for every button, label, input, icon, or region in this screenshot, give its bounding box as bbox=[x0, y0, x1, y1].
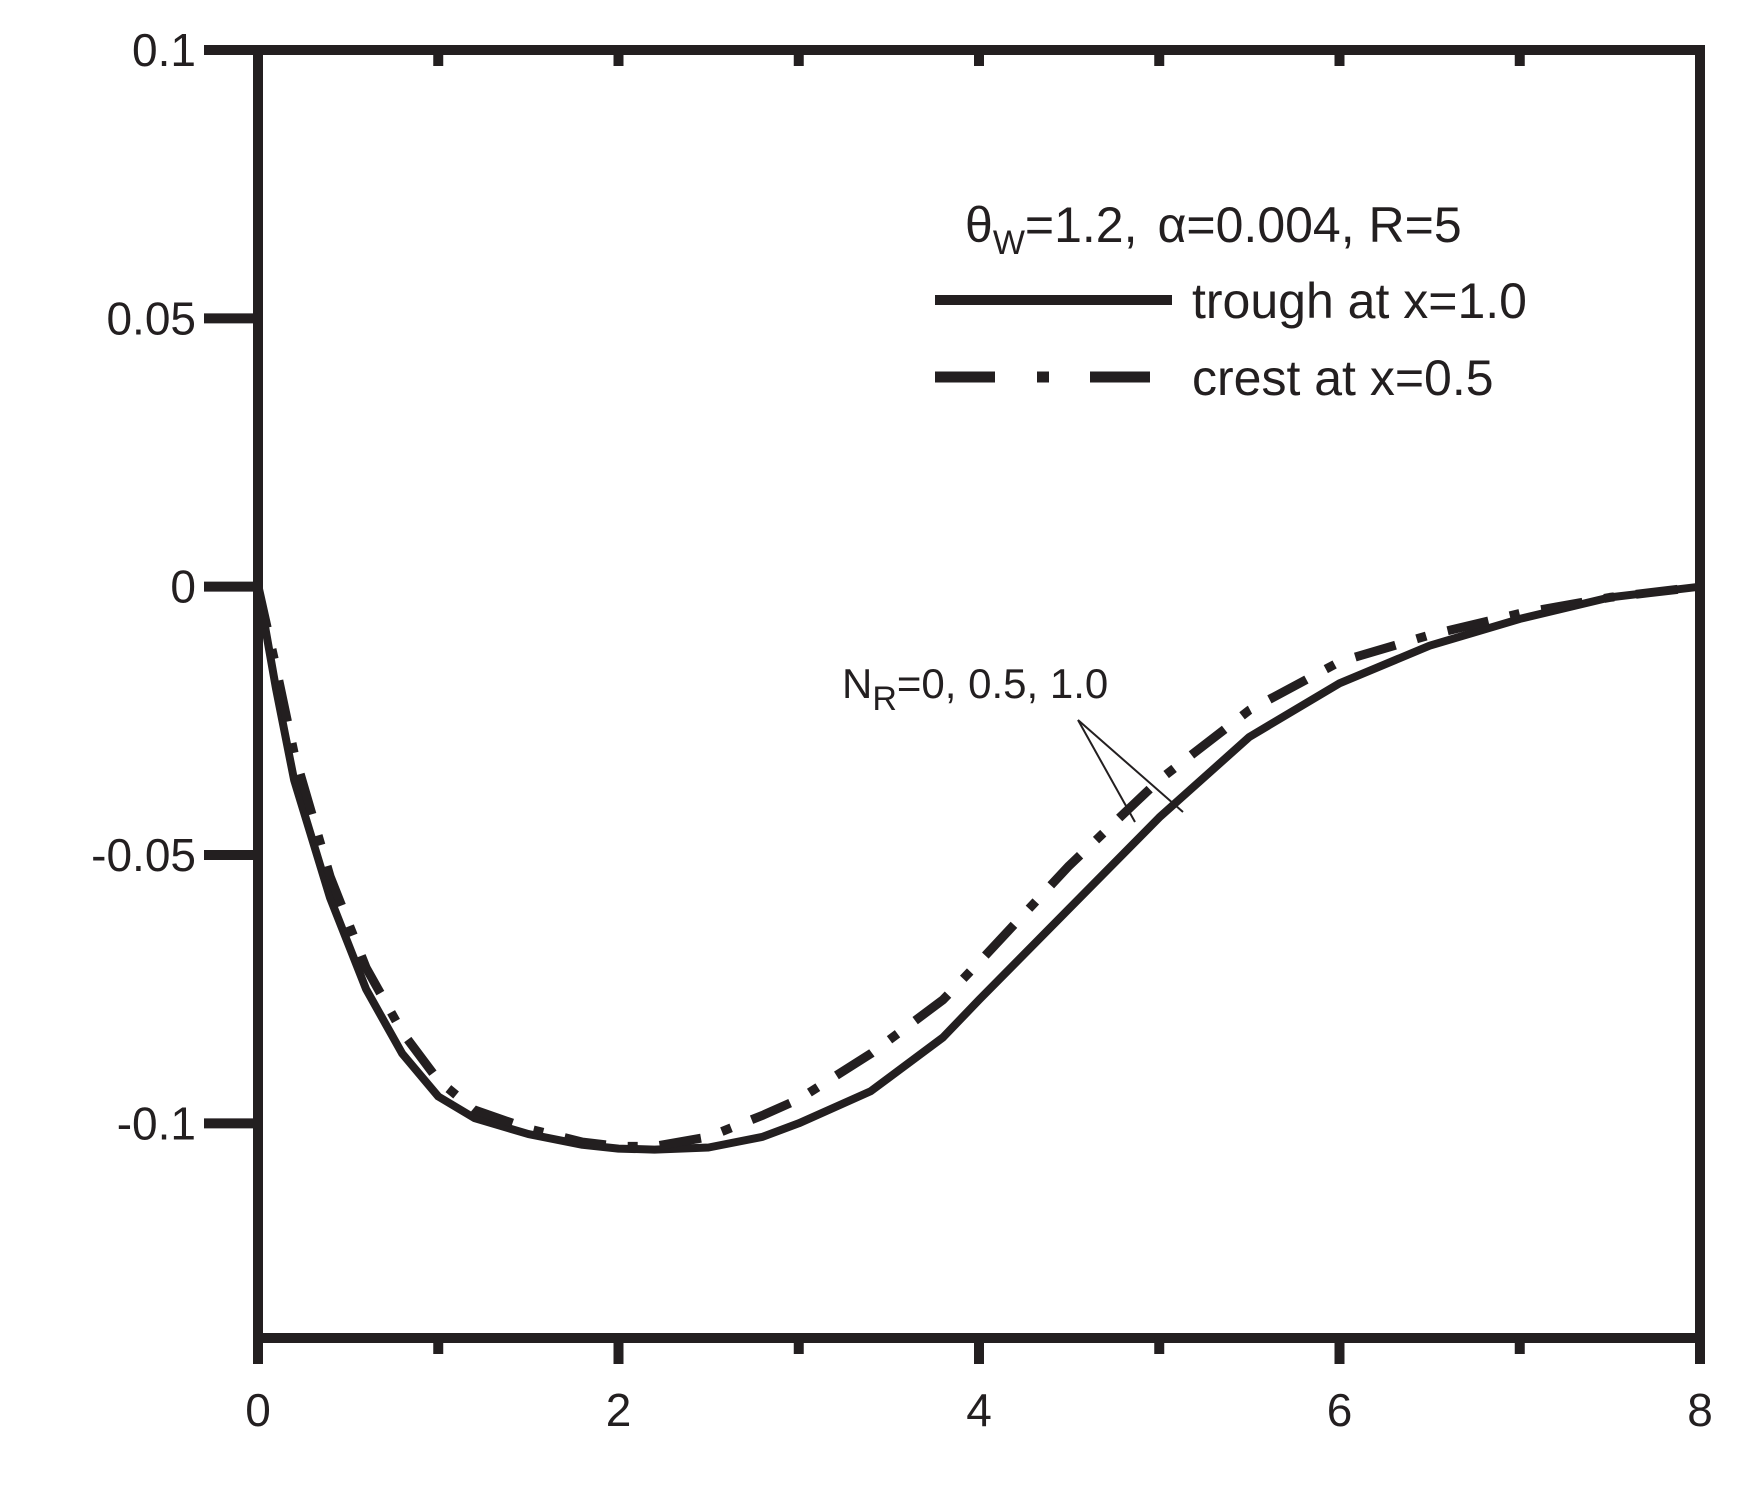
legend-alpha-text: α=0.004, R=5 bbox=[1158, 197, 1462, 253]
legend-label-trough: trough at x=1.0 bbox=[1192, 273, 1527, 329]
annotation-pointer-1 bbox=[1077, 719, 1136, 823]
y-tick-label: -0.1 bbox=[117, 1097, 196, 1149]
plot-lines bbox=[253, 582, 1701, 1154]
annotation: NR=0, 0.5, 1.0 bbox=[842, 660, 1184, 823]
x-tick-label: 0 bbox=[245, 1384, 271, 1436]
annotation-pointer-2 bbox=[1077, 719, 1184, 813]
annotation-values: =0, 0.5, 1.0 bbox=[897, 660, 1108, 707]
legend-theta: θ bbox=[965, 197, 993, 253]
legend-theta-subscript: W bbox=[993, 224, 1025, 262]
annotation-label: NR=0, 0.5, 1.0 bbox=[842, 660, 1108, 718]
annotation-subscript: R bbox=[872, 680, 897, 718]
x-tick-label: 2 bbox=[606, 1384, 632, 1436]
annotation-prefix: N bbox=[842, 660, 872, 707]
y-tick-label: 0.05 bbox=[106, 292, 196, 344]
legend-theta-value: =1.2, bbox=[1025, 197, 1138, 253]
legend: θW=1.2, α=0.004, R=5 trough at x=1.0 cres… bbox=[935, 197, 1527, 406]
x-tick-label: 4 bbox=[966, 1384, 992, 1436]
y-tick-label: 0.1 bbox=[132, 24, 196, 76]
legend-heading: θW=1.2, α=0.004, R=5 bbox=[965, 197, 1462, 262]
legend-label-crest: crest at x=0.5 bbox=[1192, 350, 1494, 406]
y-ticks: 0.1 0.05 0 -0.05 -0.1 bbox=[91, 24, 258, 1149]
series-line-crest bbox=[253, 582, 1701, 1151]
y-tick-label: -0.05 bbox=[91, 829, 196, 881]
y-tick-label: 0 bbox=[170, 561, 196, 613]
x-tick-label: 8 bbox=[1687, 1384, 1713, 1436]
x-ticks: 0 2 4 6 8 bbox=[245, 50, 1713, 1436]
x-tick-label: 6 bbox=[1327, 1384, 1353, 1436]
series-line-trough bbox=[254, 582, 1701, 1154]
